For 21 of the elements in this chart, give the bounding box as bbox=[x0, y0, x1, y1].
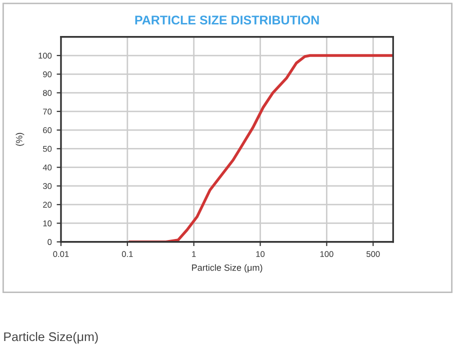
y-tick-label: 30 bbox=[42, 183, 52, 190]
text: Particle Size(μm) bbox=[4, 332, 98, 344]
x-axis-title: Particle Size (μm) bbox=[192, 264, 262, 273]
y-tick-label: 60 bbox=[43, 127, 52, 134]
chart-title: PARTICLE SIZE DISTRIBUTION bbox=[135, 16, 319, 25]
y-tick-label: 90 bbox=[43, 71, 52, 78]
x-tick-label: 10 bbox=[256, 251, 265, 258]
x-tick-label: 0.1 bbox=[122, 251, 133, 258]
x-tick-label: 0.01 bbox=[53, 251, 69, 258]
x-tick-label: 1 bbox=[192, 251, 196, 257]
y-tick-label: 80 bbox=[43, 90, 52, 96]
y-tick-label: 20 bbox=[43, 202, 52, 208]
y-tick-label: 70 bbox=[43, 108, 52, 115]
y-axis-title: (%) bbox=[16, 132, 24, 146]
y-tick-label: 10 bbox=[43, 220, 52, 226]
y-tick-label: 40 bbox=[42, 164, 52, 170]
y-tick-label: 100 bbox=[38, 52, 52, 59]
x-tick-label: 100 bbox=[320, 251, 334, 258]
y-tick-label: 50 bbox=[43, 146, 52, 152]
x-tick-label: 500 bbox=[366, 251, 380, 258]
y-tick-label: 0 bbox=[48, 239, 52, 245]
